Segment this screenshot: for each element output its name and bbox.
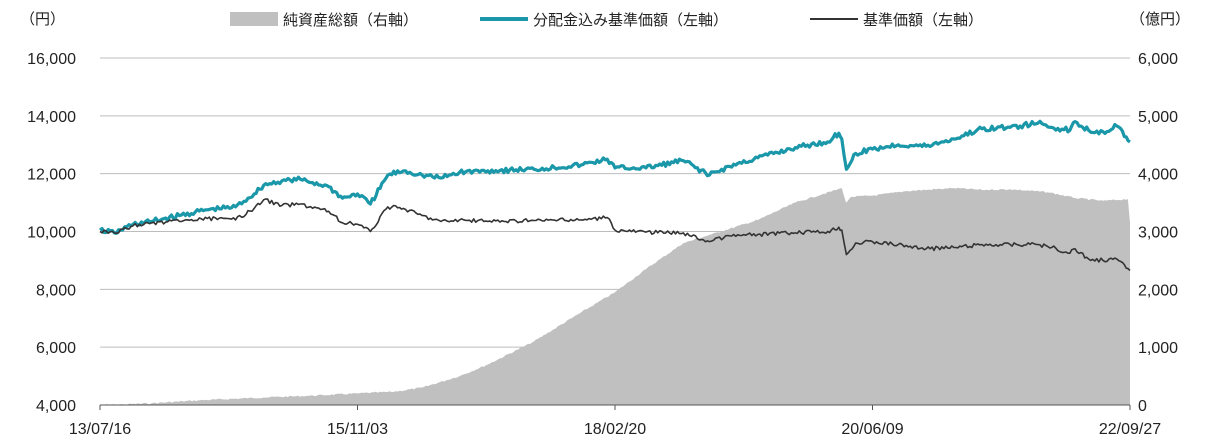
legend: 純資産総額（右軸） 分配金込み基準価額（左軸） 基準価額（左軸）: [230, 11, 983, 29]
series-line-nav: [99, 198, 1131, 272]
left-tick-label: 6,000: [36, 340, 76, 357]
x-tick-label: 15/11/03: [327, 421, 388, 438]
left-tick-label: 4,000: [36, 398, 76, 415]
legend-label-adjusted-nav: 分配金込み基準価額（左軸）: [533, 11, 728, 29]
right-tick-label: 1,000: [1138, 340, 1178, 357]
plot-area-series: [100, 187, 1130, 405]
left-tick-label: 10,000: [27, 225, 76, 242]
right-axis-ticks: 0 1,000 2,000 3,000 4,000 5,000 6,000: [1138, 51, 1178, 415]
legend-label-net-assets: 純資産総額（右軸）: [283, 11, 418, 29]
x-tick-label: 22/09/27: [1099, 421, 1161, 438]
x-axis-ticks: 13/07/16 15/11/03 18/02/20 20/06/09 22/09/27: [69, 421, 1161, 438]
right-tick-label: 5,000: [1138, 109, 1178, 126]
left-axis-unit: （円）: [20, 10, 65, 28]
right-tick-label: 3,000: [1138, 225, 1178, 242]
axes: [99, 404, 1131, 410]
x-tick-label: 18/02/20: [584, 421, 646, 438]
left-tick-label: 12,000: [27, 167, 76, 184]
right-tick-label: 6,000: [1138, 51, 1178, 68]
x-tick-label: 13/07/16: [69, 421, 131, 438]
plot-line-series: [99, 119, 1131, 272]
series-line-adjusted-nav: [99, 119, 1131, 235]
legend-swatch-net-assets: [230, 12, 278, 26]
left-tick-label: 14,000: [27, 109, 76, 126]
left-tick-label: 16,000: [27, 51, 76, 68]
series-area-net-assets: [100, 187, 1130, 405]
x-tick-label: 20/06/09: [841, 421, 903, 438]
legend-label-nav: 基準価額（左軸）: [863, 11, 983, 29]
right-tick-label: 2,000: [1138, 282, 1178, 299]
left-axis-ticks: 4,000 6,000 8,000 10,000 12,000 14,000 16,000: [27, 51, 76, 415]
right-tick-label: 0: [1138, 398, 1147, 415]
right-axis-unit: （億円）: [1130, 10, 1190, 28]
left-tick-label: 8,000: [36, 282, 76, 299]
right-tick-label: 4,000: [1138, 167, 1178, 184]
